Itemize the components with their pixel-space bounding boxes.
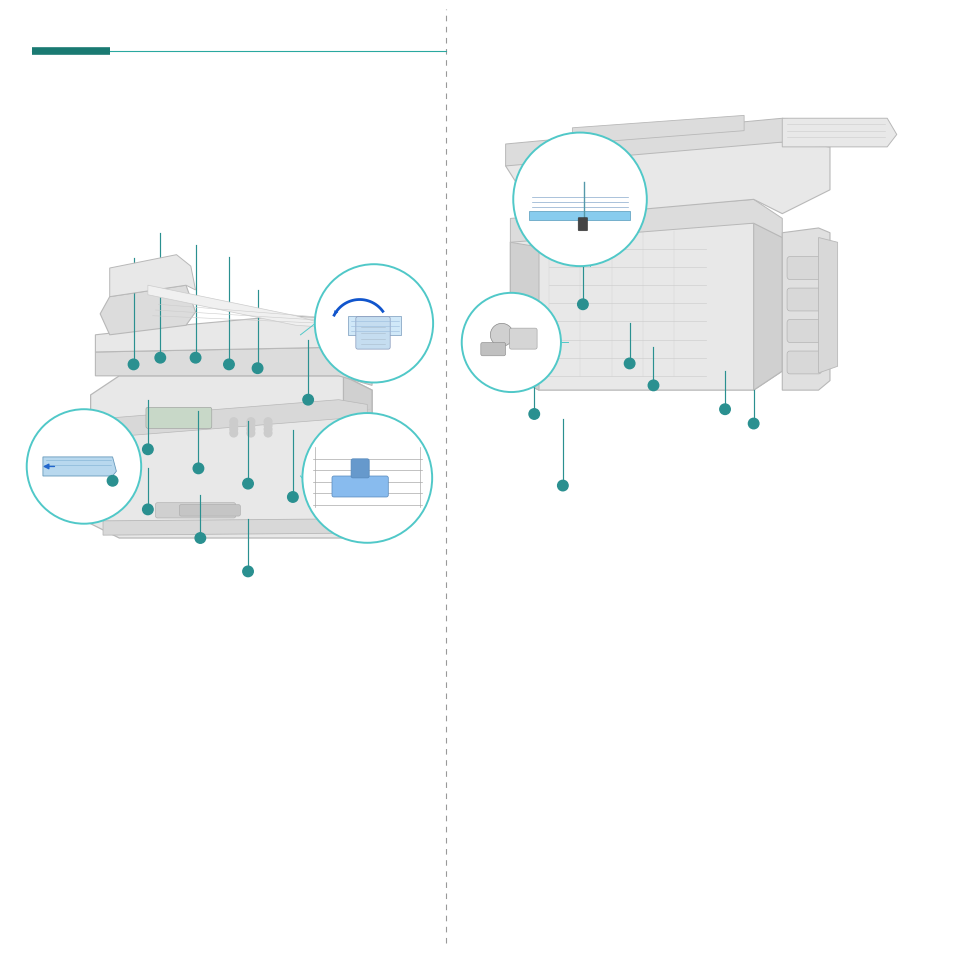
Circle shape bbox=[624, 359, 635, 370]
Circle shape bbox=[154, 354, 166, 363]
Polygon shape bbox=[510, 224, 781, 391]
Circle shape bbox=[27, 410, 141, 524]
Circle shape bbox=[264, 426, 272, 434]
Circle shape bbox=[264, 422, 272, 430]
Circle shape bbox=[247, 422, 254, 430]
FancyBboxPatch shape bbox=[146, 408, 212, 429]
Circle shape bbox=[314, 265, 433, 383]
FancyBboxPatch shape bbox=[351, 459, 369, 478]
Polygon shape bbox=[95, 348, 372, 386]
Circle shape bbox=[264, 418, 272, 426]
Circle shape bbox=[190, 354, 200, 363]
Polygon shape bbox=[343, 376, 372, 538]
Polygon shape bbox=[100, 286, 195, 335]
Polygon shape bbox=[148, 286, 338, 329]
Circle shape bbox=[264, 430, 272, 437]
Circle shape bbox=[223, 360, 233, 370]
FancyBboxPatch shape bbox=[509, 329, 537, 350]
Circle shape bbox=[247, 430, 254, 437]
Circle shape bbox=[143, 444, 152, 456]
Polygon shape bbox=[781, 229, 829, 391]
Polygon shape bbox=[103, 517, 367, 536]
FancyBboxPatch shape bbox=[786, 320, 821, 343]
Circle shape bbox=[490, 324, 513, 347]
Circle shape bbox=[247, 418, 254, 426]
FancyBboxPatch shape bbox=[786, 352, 821, 375]
Circle shape bbox=[230, 430, 237, 437]
Circle shape bbox=[194, 534, 205, 543]
FancyBboxPatch shape bbox=[480, 343, 505, 356]
FancyBboxPatch shape bbox=[786, 289, 821, 312]
Circle shape bbox=[107, 476, 117, 486]
FancyBboxPatch shape bbox=[155, 503, 235, 518]
Circle shape bbox=[230, 426, 237, 434]
FancyBboxPatch shape bbox=[355, 317, 390, 350]
Polygon shape bbox=[529, 212, 629, 221]
Polygon shape bbox=[505, 143, 829, 219]
Circle shape bbox=[252, 364, 263, 375]
Polygon shape bbox=[100, 400, 367, 438]
Polygon shape bbox=[572, 116, 743, 145]
Polygon shape bbox=[781, 119, 896, 148]
Circle shape bbox=[461, 294, 560, 393]
Circle shape bbox=[557, 481, 567, 492]
Circle shape bbox=[748, 419, 759, 429]
FancyBboxPatch shape bbox=[786, 257, 821, 280]
Circle shape bbox=[720, 405, 730, 416]
Polygon shape bbox=[510, 200, 781, 243]
Polygon shape bbox=[110, 255, 195, 297]
Polygon shape bbox=[510, 243, 538, 391]
Circle shape bbox=[513, 133, 646, 267]
Circle shape bbox=[129, 360, 139, 370]
FancyBboxPatch shape bbox=[179, 505, 240, 517]
Circle shape bbox=[288, 492, 297, 503]
Circle shape bbox=[193, 464, 203, 475]
Polygon shape bbox=[505, 119, 829, 167]
Circle shape bbox=[242, 566, 253, 578]
FancyBboxPatch shape bbox=[332, 476, 388, 497]
Polygon shape bbox=[818, 238, 837, 374]
Circle shape bbox=[528, 410, 539, 419]
FancyBboxPatch shape bbox=[578, 218, 587, 232]
Circle shape bbox=[648, 381, 658, 392]
Polygon shape bbox=[43, 457, 116, 476]
Polygon shape bbox=[753, 224, 781, 391]
Circle shape bbox=[242, 478, 253, 490]
Circle shape bbox=[230, 422, 237, 430]
Circle shape bbox=[230, 418, 237, 426]
Circle shape bbox=[302, 414, 432, 543]
Polygon shape bbox=[91, 376, 372, 538]
Polygon shape bbox=[95, 316, 372, 367]
Circle shape bbox=[247, 426, 254, 434]
Circle shape bbox=[577, 300, 587, 311]
Polygon shape bbox=[348, 316, 400, 335]
Circle shape bbox=[143, 505, 152, 516]
Circle shape bbox=[303, 395, 313, 406]
